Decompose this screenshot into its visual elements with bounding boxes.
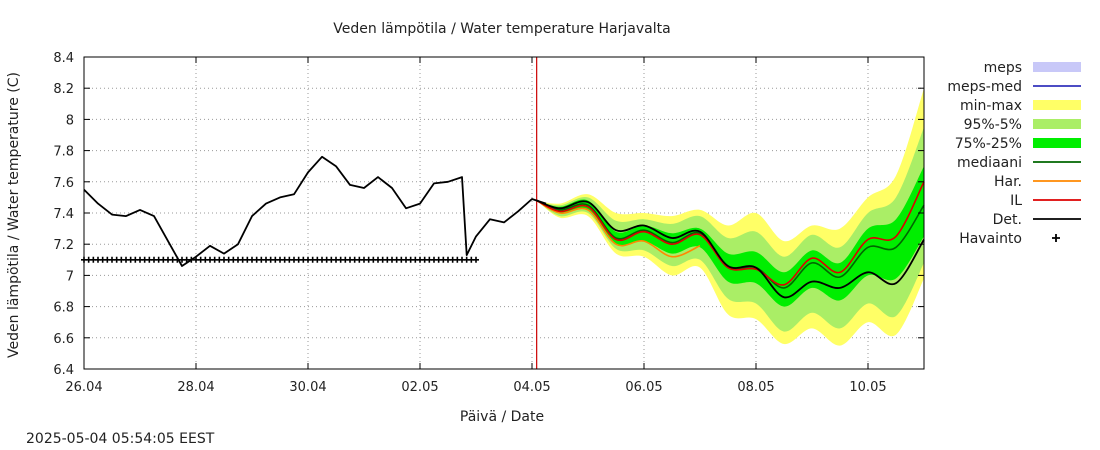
y-tick-label: 7.2 xyxy=(53,238,74,253)
legend-swatch xyxy=(1033,100,1081,110)
legend-swatch xyxy=(1033,119,1081,129)
y-tick-label: 7.4 xyxy=(53,207,74,222)
chart-title: Veden lämpötila / Water temperature Harj… xyxy=(333,21,670,37)
x-tick-label: 08.05 xyxy=(737,380,774,395)
y-tick-label: 7.6 xyxy=(53,176,74,191)
legend-label: 95%-5% xyxy=(964,117,1022,133)
x-tick-label: 28.04 xyxy=(177,380,214,395)
legend-label: 75%-25% xyxy=(955,136,1022,152)
y-tick-label: 6.8 xyxy=(53,301,74,316)
legend-swatch xyxy=(1033,138,1081,148)
har-line xyxy=(536,199,701,258)
y-tick-label: 8.4 xyxy=(53,51,74,66)
plot-area: 6.4 6.6 6.8 7 7.2 7.4 7.6 7.8 8 8.2 8.4 26.04 28.04 3… xyxy=(53,51,925,395)
y-axis-label: Veden lämpötila / Water temperature (C) xyxy=(6,72,22,358)
legend-swatch xyxy=(1033,62,1081,72)
havainto-marker xyxy=(473,256,479,263)
legend-label: Har. xyxy=(994,174,1022,190)
y-tick-label: 8 xyxy=(66,113,74,128)
legend-label: IL xyxy=(1010,193,1022,209)
legend: meps meps-med min-max 95%-5% 75%-25% mediaani… xyxy=(947,60,1081,247)
y-tick-label: 8.2 xyxy=(53,82,74,97)
y-tick-label: 6.4 xyxy=(53,363,74,378)
y-tick-label: 7.8 xyxy=(53,145,74,160)
y-tick-label: 7 xyxy=(66,269,74,284)
y-tick-label: 6.6 xyxy=(53,332,74,347)
il-line xyxy=(536,181,925,286)
legend-label: mediaani xyxy=(957,155,1022,171)
observed-line xyxy=(83,155,547,267)
legend-label: meps-med xyxy=(947,79,1022,95)
x-tick-label: 10.05 xyxy=(849,380,886,395)
timestamp-label: 2025-05-04 05:54:05 EEST xyxy=(26,431,215,447)
x-axis-label: Päivä / Date xyxy=(460,409,544,425)
legend-label: Havainto xyxy=(959,231,1022,247)
legend-swatch xyxy=(1052,234,1060,242)
legend-label: min-max xyxy=(960,98,1022,114)
det-line xyxy=(536,199,925,299)
x-tick-label: 26.04 xyxy=(65,380,102,395)
x-tick-label: 04.05 xyxy=(513,380,550,395)
x-tick-label: 02.05 xyxy=(401,380,438,395)
x-tick-label: 30.04 xyxy=(289,380,326,395)
legend-label: meps xyxy=(984,60,1022,76)
x-tick-label: 06.05 xyxy=(625,380,662,395)
legend-label: Det. xyxy=(993,212,1022,228)
